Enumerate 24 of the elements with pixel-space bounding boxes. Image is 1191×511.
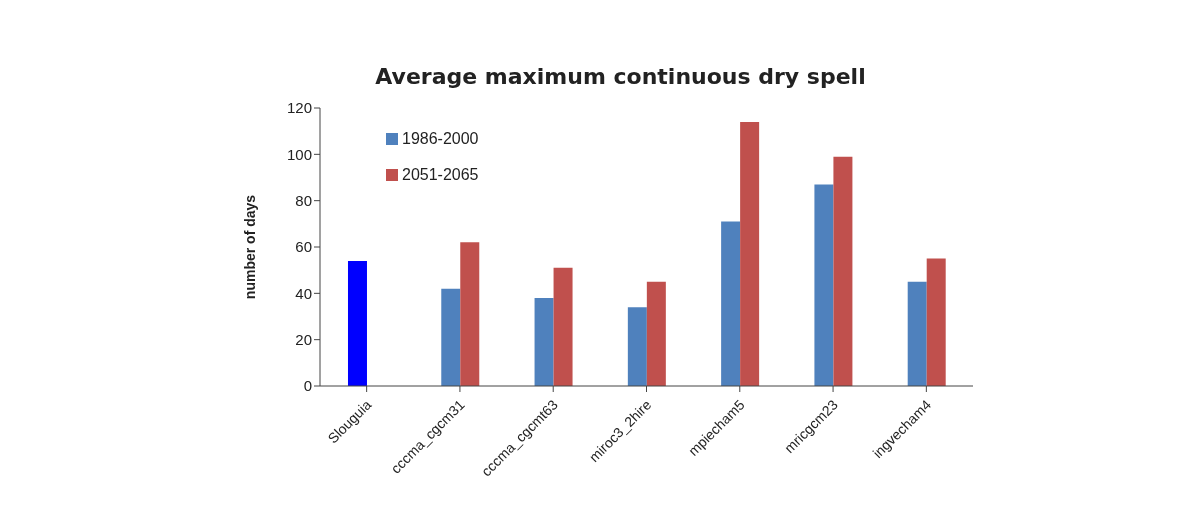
- y-tick-label: 40: [295, 284, 312, 302]
- chart-title: Average maximum continuous dry spell: [374, 64, 867, 89]
- legend-label: 2051-2065: [402, 166, 479, 184]
- y-axis-title: number of days: [241, 194, 258, 300]
- bar: [740, 121, 760, 386]
- legend-label: 1986-2000: [402, 130, 479, 148]
- bar: [833, 156, 853, 386]
- bar: [347, 260, 367, 386]
- y-tick-label: 120: [286, 99, 312, 117]
- y-tick-label: 100: [286, 145, 312, 163]
- bar: [907, 281, 927, 386]
- bar: [926, 258, 946, 386]
- bar: [534, 297, 554, 386]
- bar: [814, 184, 834, 386]
- bar: [646, 281, 666, 386]
- bar: [553, 267, 573, 386]
- bar: [721, 221, 741, 386]
- y-tick-label: 0: [303, 377, 312, 395]
- bar: [460, 242, 480, 386]
- y-tick-label: 20: [295, 330, 312, 348]
- bar: [441, 288, 461, 386]
- y-tick-label: 80: [295, 191, 312, 209]
- y-tick-label: 60: [295, 238, 312, 256]
- bar: [627, 307, 647, 386]
